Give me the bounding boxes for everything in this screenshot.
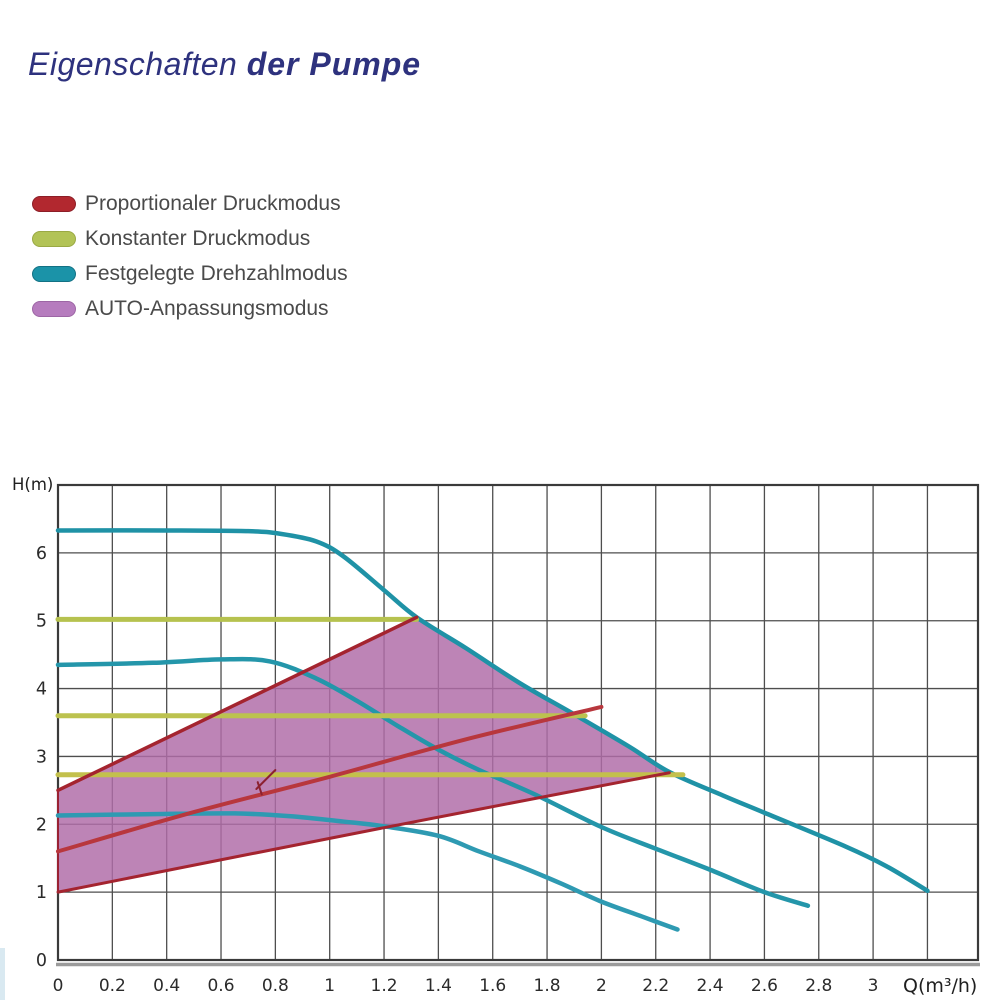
y-tick-label: 5 bbox=[36, 612, 47, 632]
legend-swatch-teal bbox=[32, 266, 76, 282]
x-tick-label: 1 bbox=[324, 976, 335, 996]
y-tick-label: 0 bbox=[36, 951, 47, 971]
x-tick-label: 0.6 bbox=[207, 976, 234, 996]
fixed-speed-curve-II bbox=[55, 656, 811, 908]
y-tick-label: 1 bbox=[36, 883, 47, 903]
legend-label: Festgelegte Drehzahlmodus bbox=[85, 262, 348, 285]
legend: Proportionaler Druckmodus Konstanter Dru… bbox=[32, 192, 348, 333]
x-tick-label: 0.2 bbox=[99, 976, 126, 996]
legend-label: Konstanter Druckmodus bbox=[85, 227, 311, 250]
x-tick-label: 1.2 bbox=[371, 976, 398, 996]
x-tick-label: 0.8 bbox=[262, 976, 289, 996]
y-tick-label: 4 bbox=[36, 680, 47, 700]
x-tick-label: 2.4 bbox=[697, 976, 724, 996]
y-tick-label: 2 bbox=[36, 815, 47, 835]
x-tick-label: 3 bbox=[868, 976, 879, 996]
pen-mark-stroke-2 bbox=[256, 781, 263, 796]
proportional-pressure-low bbox=[56, 771, 671, 894]
proportional-pressure-mid bbox=[56, 704, 604, 854]
legend-label: Proportionaler Druckmodus bbox=[85, 192, 341, 215]
x-tick-label: 1.4 bbox=[425, 976, 452, 996]
x-tick-label: 2 bbox=[596, 976, 607, 996]
x-tick-label: 1.8 bbox=[534, 976, 561, 996]
y-tick-label: 6 bbox=[36, 544, 47, 564]
y-axis-title: H(m) bbox=[12, 475, 53, 494]
plot-border bbox=[56, 483, 980, 962]
fixed-speed-curve-III bbox=[55, 528, 930, 894]
auto-adapt-area bbox=[57, 616, 671, 894]
x-tick-label: 0.4 bbox=[153, 976, 180, 996]
legend-label: AUTO-Anpassungsmodus bbox=[85, 297, 329, 320]
x-tick-label: 2.6 bbox=[751, 976, 778, 996]
legend-item-konstanter-druckmodus: Konstanter Druckmodus bbox=[32, 227, 348, 250]
proportional-pressure-high bbox=[56, 615, 419, 793]
legend-swatch-red bbox=[32, 196, 76, 212]
legend-item-auto-anpassungsmodus: AUTO-Anpassungsmodus bbox=[32, 297, 348, 320]
x-tick-label: 1.6 bbox=[479, 976, 506, 996]
scan-artifact-strip bbox=[0, 948, 5, 1000]
legend-item-proportional-druckmodus: Proportionaler Druckmodus bbox=[32, 192, 348, 215]
page-title-part2: der Pumpe bbox=[246, 46, 422, 82]
page-title-part1: Eigenschaften bbox=[28, 46, 238, 82]
x-tick-label: 2.2 bbox=[642, 976, 669, 996]
legend-swatch-green bbox=[32, 231, 76, 247]
x-tick-label: 0 bbox=[53, 976, 64, 996]
x-axis-title: Q(m³/h) bbox=[903, 975, 977, 997]
page-title: Eigenschaften der Pumpe bbox=[28, 46, 421, 83]
fixed-speed-curve-I bbox=[55, 811, 680, 932]
legend-swatch-purple bbox=[32, 301, 76, 317]
legend-item-festgelegte-drehzahlmodus: Festgelegte Drehzahlmodus bbox=[32, 262, 348, 285]
y-tick-label: 3 bbox=[36, 747, 47, 767]
x-tick-label: 2.8 bbox=[805, 976, 832, 996]
